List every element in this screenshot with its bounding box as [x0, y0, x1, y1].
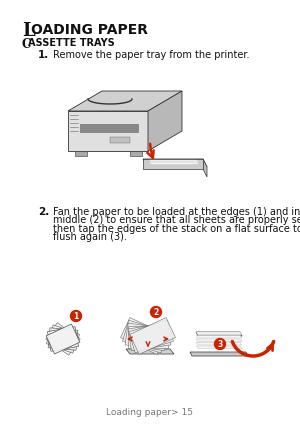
Text: 1: 1: [74, 312, 79, 321]
Polygon shape: [129, 320, 173, 353]
Polygon shape: [126, 349, 174, 354]
Polygon shape: [143, 160, 207, 167]
Polygon shape: [130, 318, 176, 354]
Polygon shape: [149, 162, 199, 164]
Text: Fan the paper to be loaded at the edges (1) and in the: Fan the paper to be loaded at the edges …: [53, 207, 300, 216]
Polygon shape: [46, 324, 80, 354]
Polygon shape: [196, 332, 242, 335]
Polygon shape: [48, 328, 78, 350]
Text: middle (2) to ensure that all sheets are properly separated,: middle (2) to ensure that all sheets are…: [53, 215, 300, 225]
Polygon shape: [143, 160, 203, 170]
Polygon shape: [128, 326, 168, 348]
Text: 3: 3: [218, 340, 223, 349]
Polygon shape: [196, 346, 242, 349]
Text: 2.: 2.: [38, 207, 49, 216]
Polygon shape: [149, 163, 199, 165]
Text: ASSETTE TRAYS: ASSETTE TRAYS: [28, 38, 115, 49]
Text: then tap the edges of the stack on a flat surface to make it: then tap the edges of the stack on a fla…: [53, 224, 300, 233]
Text: OADING PAPER: OADING PAPER: [31, 23, 148, 37]
Text: flush again (3).: flush again (3).: [53, 232, 127, 242]
Polygon shape: [148, 92, 182, 152]
Text: 2: 2: [153, 308, 159, 317]
Circle shape: [70, 311, 82, 322]
Polygon shape: [122, 320, 167, 353]
Polygon shape: [121, 318, 166, 354]
Text: Loading paper> 15: Loading paper> 15: [106, 407, 194, 416]
Polygon shape: [68, 92, 182, 112]
Polygon shape: [46, 325, 80, 353]
Polygon shape: [47, 327, 79, 351]
Text: 1.: 1.: [38, 50, 49, 60]
Bar: [130, 152, 142, 157]
Polygon shape: [125, 323, 168, 351]
Text: C: C: [22, 38, 32, 51]
Polygon shape: [196, 343, 242, 345]
Polygon shape: [68, 112, 148, 152]
Bar: [75, 152, 87, 157]
Text: L: L: [22, 22, 35, 40]
Polygon shape: [46, 323, 80, 355]
Text: Remove the paper tray from the printer.: Remove the paper tray from the printer.: [53, 50, 250, 60]
Polygon shape: [128, 323, 171, 351]
Polygon shape: [203, 160, 207, 178]
Polygon shape: [196, 339, 242, 342]
Polygon shape: [80, 125, 138, 132]
Bar: [110, 138, 130, 144]
Polygon shape: [196, 336, 242, 338]
Circle shape: [151, 307, 161, 318]
Polygon shape: [149, 161, 199, 163]
Circle shape: [214, 339, 226, 350]
Polygon shape: [196, 332, 242, 336]
Polygon shape: [190, 352, 248, 356]
